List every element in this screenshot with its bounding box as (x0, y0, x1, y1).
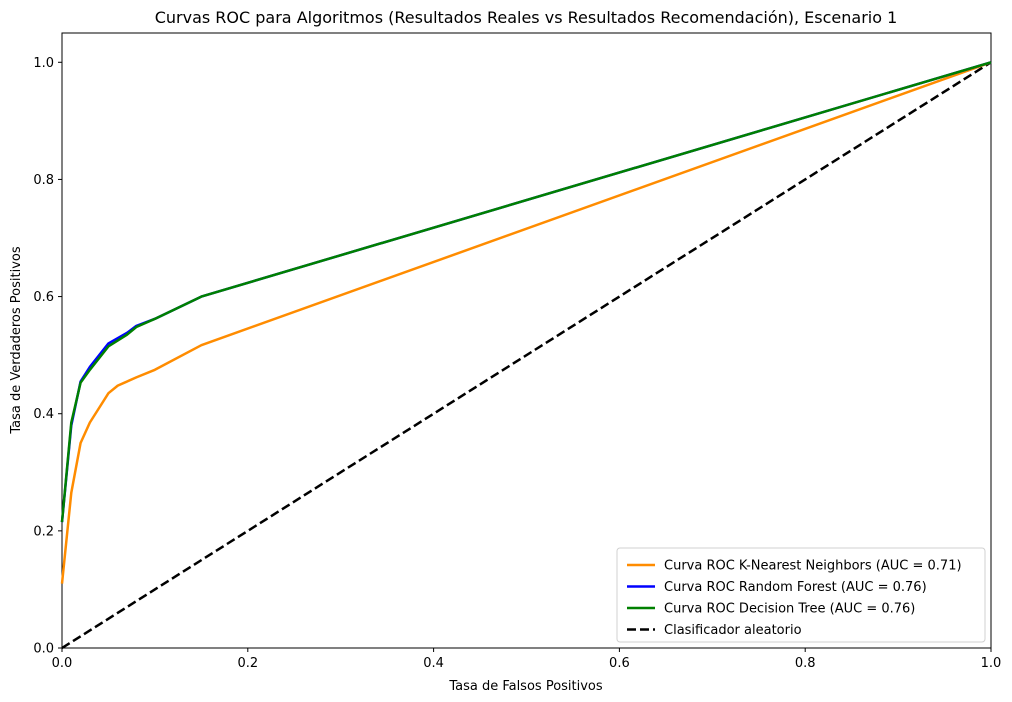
legend-label: Clasificador aleatorio (664, 623, 802, 638)
x-tick-label: 0.4 (423, 656, 444, 671)
x-tick-label: 1.0 (981, 656, 1002, 671)
x-tick-label: 0.0 (52, 656, 73, 671)
y-tick-label: 1.0 (33, 56, 54, 71)
y-tick-label: 0.0 (33, 642, 54, 657)
legend-label: Curva ROC Random Forest (AUC = 0.76) (664, 580, 927, 595)
legend: Curva ROC K-Nearest Neighbors (AUC = 0.7… (616, 547, 986, 643)
series-line-0 (60, 61, 992, 584)
series-line-1 (60, 61, 992, 523)
y-tick-label: 0.2 (33, 524, 54, 539)
x-axis-label: Tasa de Falsos Positivos (448, 679, 603, 694)
series-line-3 (61, 61, 992, 650)
plot-lines (60, 61, 992, 650)
plot-area-frame (61, 32, 992, 649)
legend-label: Curva ROC K-Nearest Neighbors (AUC = 0.7… (664, 559, 962, 574)
x-tick-label: 0.8 (795, 656, 816, 671)
x-tick-label: 0.6 (609, 656, 630, 671)
x-axis: 0.0 0.2 0.4 0.6 0.8 1.0 (52, 648, 1002, 671)
y-tick-label: 0.8 (33, 173, 54, 188)
legend-label: Curva ROC Decision Tree (AUC = 0.76) (664, 602, 915, 617)
x-tick-label: 0.2 (237, 656, 258, 671)
y-tick-label: 0.6 (33, 290, 54, 305)
series-line-2 (60, 61, 992, 523)
legend-box (616, 547, 986, 643)
y-axis: 0.0 0.2 0.4 0.6 0.8 1.0 (33, 56, 62, 657)
y-axis-label: Tasa de Verdaderos Positivos (9, 246, 24, 434)
y-tick-label: 0.4 (33, 407, 54, 422)
chart-title: Curvas ROC para Algoritmos (Resultados R… (155, 8, 898, 27)
